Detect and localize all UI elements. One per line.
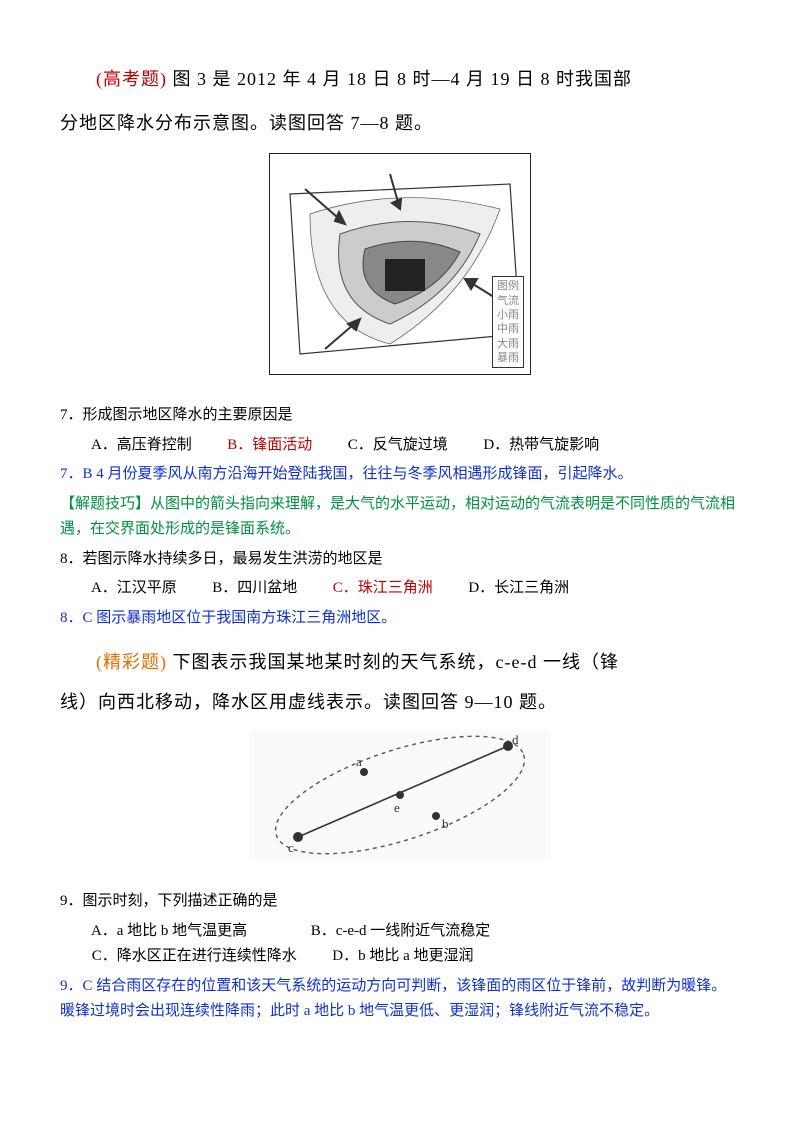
- figure1-legend: 图例 气流 小雨 中雨 大雨 暴雨: [492, 276, 524, 368]
- q8-stem: 8．若图示降水持续多日，最易发生洪涝的地区是: [60, 547, 740, 573]
- q8-opt-a: A．江汉平原: [91, 580, 177, 596]
- svg-text:c: c: [288, 840, 294, 855]
- q7-options: A．高压脊控制 B．锋面活动 C．反气旋过境 D．热带气旋影响: [60, 433, 740, 459]
- q8-opt-d: D．长江三角洲: [468, 580, 569, 596]
- q8-opt-b: B．四川盆地: [212, 580, 297, 596]
- section2-intro-line2: 线）向西北移动，降水区用虚线表示。读图回答 9—10 题。: [60, 683, 740, 723]
- q7-opt-b: B．锋面活动: [227, 437, 312, 453]
- section2-intro-line1: (精彩题) 下图表示我国某地某时刻的天气系统，c-e-d 一线（锋: [60, 643, 740, 683]
- figure1-map: 图例 气流 小雨 中雨 大雨 暴雨: [269, 153, 531, 375]
- q7-stem: 7．形成图示地区降水的主要原因是: [60, 403, 740, 429]
- legend-item-0: 气流: [497, 294, 519, 308]
- gaokao-tag: (高考题): [96, 69, 167, 89]
- q9-opt-b: B．c-e-d 一线附近气流稳定: [311, 923, 491, 939]
- q8-opt-c: C．珠江三角洲: [333, 580, 433, 596]
- legend-item-4: 暴雨: [497, 351, 519, 365]
- figure1-wrap: 图例 气流 小雨 中雨 大雨 暴雨: [60, 153, 740, 379]
- svg-text:b: b: [442, 816, 449, 831]
- svg-text:a: a: [356, 754, 362, 769]
- q8-answer: 8．C 图示暴雨地区位于我国南方珠江三角洲地区。: [60, 606, 740, 632]
- q7-answer: 7．B 4 月份夏季风从南方沿海开始登陆我国，往往与冬季风相遇形成锋面，引起降水…: [60, 462, 740, 488]
- q8-options: A．江汉平原 B．四川盆地 C．珠江三角洲 D．长江三角洲: [60, 576, 740, 602]
- section2-line1-rest: 下图表示我国某地某时刻的天气系统，c-e-d 一线（锋: [167, 652, 619, 672]
- q7-hint-label: 【解题技巧】: [60, 496, 150, 512]
- q7-opt-a: A．高压脊控制: [91, 437, 192, 453]
- figure2-svg: a b c d e: [250, 730, 550, 860]
- section1-intro-line1: (高考题) 图 3 是 2012 年 4 月 18 日 8 时—4 月 19 日…: [60, 60, 740, 100]
- q9-opt-c: C．降水区正在进行连续性降水: [92, 948, 297, 964]
- jingcai-tag: (精彩题): [96, 652, 167, 672]
- q7-hint: 【解题技巧】从图中的箭头指向来理解，是大气的水平运动，相对运动的气流表明是不同性…: [60, 492, 740, 543]
- q7-opt-c: C．反气旋过境: [348, 437, 448, 453]
- q9-answer: 9．C 结合雨区存在的位置和该天气系统的运动方向可判断，该锋面的雨区位于锋前，故…: [60, 974, 740, 1025]
- legend-title: 图例: [497, 279, 519, 293]
- q7-opt-d: D．热带气旋影响: [483, 437, 599, 453]
- q7-hint-body: 从图中的箭头指向来理解，是大气的水平运动，相对运动的气流表明是不同性质的气流相遇…: [60, 496, 735, 538]
- figure1-svg: [270, 154, 530, 374]
- q9-opt-a: A．a 地比 b 地气温更高: [91, 923, 247, 939]
- section1-intro-line2: 分地区降水分布示意图。读图回答 7—8 题。: [60, 104, 740, 144]
- svg-text:d: d: [512, 732, 519, 747]
- q9-opt-d: D．b 地比 a 地更湿润: [332, 948, 473, 964]
- figure2-wrap: a b c d e: [60, 730, 740, 865]
- legend-item-3: 大雨: [497, 337, 519, 351]
- figure2-diagram: a b c d e: [250, 730, 550, 860]
- q9-options-row1: A．a 地比 b 地气温更高 B．c-e-d 一线附近气流稳定: [60, 919, 740, 945]
- q9-stem: 9．图示时刻，下列描述正确的是: [60, 889, 740, 915]
- legend-item-2: 中雨: [497, 322, 519, 336]
- svg-text:e: e: [394, 800, 400, 815]
- section1-line1-rest: 图 3 是 2012 年 4 月 18 日 8 时—4 月 19 日 8 时我国…: [167, 69, 632, 89]
- legend-item-1: 小雨: [497, 308, 519, 322]
- q9-options-row2: C．降水区正在进行连续性降水 D．b 地比 a 地更湿润: [60, 944, 740, 970]
